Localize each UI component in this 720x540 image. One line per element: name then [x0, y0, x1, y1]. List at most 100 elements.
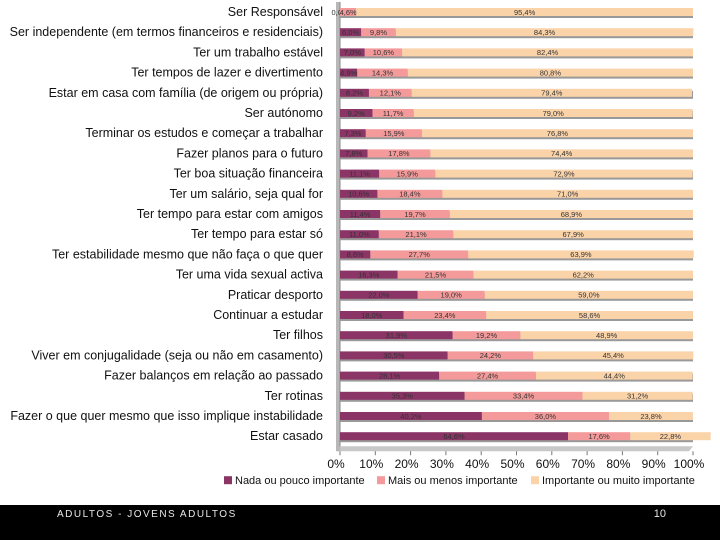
bar-segment	[484, 290, 693, 299]
bar-segment	[340, 169, 380, 178]
bar-segment	[340, 149, 368, 158]
bar-segment	[447, 351, 534, 360]
segment-value-label: 59,0%	[578, 291, 600, 300]
bar-segment	[468, 250, 694, 259]
bar-segment	[568, 432, 631, 441]
bar-segment	[421, 129, 693, 138]
segment-value-label: 40,2%	[400, 412, 422, 421]
segment-value-label: 14,3%	[372, 68, 394, 77]
bar-segment	[397, 270, 474, 279]
bar-segment	[395, 28, 694, 37]
segment-value-label: 63,9%	[570, 250, 592, 259]
segment-value-label: 9,2%	[348, 109, 365, 118]
bar-segment	[340, 391, 465, 400]
category-label: Fazer planos para o futuro	[176, 146, 323, 160]
bar-segment	[403, 311, 487, 319]
segment-value-label: 30,5%	[383, 351, 405, 360]
segment-value-label: 4,9%	[340, 68, 357, 77]
bar-segment	[411, 88, 692, 97]
x-tick-label: 90%	[642, 457, 666, 471]
x-tick-label: 100%	[674, 457, 705, 471]
category-label: Ter filhos	[273, 328, 323, 342]
bar-segment	[356, 8, 693, 16]
category-label: Praticar desporto	[228, 288, 323, 302]
segment-value-label: 82,4%	[537, 48, 559, 57]
bar-segment	[340, 351, 448, 360]
bar-segment	[340, 250, 371, 259]
segment-value-label: 27,7%	[409, 250, 431, 259]
segment-value-label: 35,3%	[392, 392, 414, 401]
segment-value-label: 95,4%	[514, 8, 536, 17]
bar-segment	[608, 412, 693, 420]
x-tick-label: 10%	[359, 457, 383, 471]
footer-bar: ADULTOS - JOVENS ADULTOS 10	[0, 505, 720, 540]
bar-segment	[367, 149, 431, 158]
segment-value-label: 84,3%	[534, 28, 556, 37]
bar-segment	[380, 210, 450, 218]
category-label: Fazer balanços em relação ao passado	[104, 369, 323, 383]
bar-segment	[464, 391, 583, 400]
segment-value-label: 23,8%	[640, 412, 662, 421]
segment-value-label: 18,0%	[361, 311, 383, 320]
segment-value-label: 11,7%	[383, 109, 404, 118]
bar-segment	[340, 331, 453, 340]
bar-segment	[535, 371, 693, 380]
bar-segment	[486, 311, 693, 319]
x-tick-label: 40%	[465, 457, 489, 471]
segment-value-label: 19,7%	[404, 210, 426, 219]
x-tick-label: 50%	[500, 457, 524, 471]
segment-value-label: 62,2%	[573, 270, 595, 279]
segment-value-label: 11,1%	[349, 169, 370, 178]
bar-segment	[582, 391, 693, 400]
chart-floor	[336, 446, 693, 452]
bar-segment	[357, 68, 408, 77]
legend-entry: Importante ou muito importante	[542, 475, 695, 487]
category-label: Ter rotinas	[265, 389, 323, 403]
chart-side-wall	[336, 2, 340, 452]
page-number: 10	[653, 508, 666, 520]
category-label: Ter tempo para estar só	[191, 227, 323, 241]
segment-value-label: 79,0%	[543, 109, 565, 118]
bar-segment	[340, 189, 378, 198]
category-label: Estar em casa com família (de origem ou …	[49, 86, 323, 100]
category-label: Terminar os estudos e começar a trabalha…	[85, 126, 323, 140]
segment-value-label: 4,6%	[340, 8, 357, 17]
segment-value-label: 11,0%	[349, 230, 370, 239]
segment-value-label: 22,0%	[368, 291, 390, 300]
segment-value-label: 36,0%	[535, 412, 557, 421]
bar-segment	[340, 412, 482, 420]
legend-swatch	[531, 476, 539, 485]
segment-value-label: 18,4%	[399, 190, 421, 199]
bar-segment	[340, 109, 373, 117]
bar-segment	[442, 189, 693, 198]
segment-value-label: 10,6%	[373, 48, 395, 57]
bar-segment	[365, 129, 422, 138]
segment-value-label: 22,8%	[660, 432, 682, 441]
segment-value-label: 17,6%	[588, 432, 610, 441]
x-tick-label: 70%	[571, 457, 595, 471]
segment-value-label: 72,9%	[553, 169, 575, 178]
category-label: Ser Responsável	[228, 5, 323, 19]
x-tick-label: 60%	[536, 457, 560, 471]
segment-value-label: 80,8%	[540, 68, 562, 77]
segment-value-label: 7,8%	[345, 149, 362, 158]
chart-area: Ser Responsável0,0%4,6%95,4%Ser independ…	[10, 2, 711, 487]
bar-segment	[473, 270, 693, 279]
legend-swatch	[224, 476, 232, 485]
bar-segment	[340, 290, 418, 299]
segment-value-label: 33,4%	[513, 392, 535, 401]
bar-segment	[340, 371, 440, 380]
segment-value-label: 79,4%	[541, 89, 563, 98]
segment-value-label: 6,0%	[342, 28, 359, 37]
bar-segment	[340, 270, 398, 279]
segment-value-label: 45,4%	[603, 351, 625, 360]
segment-value-label: 16,3%	[358, 270, 380, 279]
legend-entry: Mais ou menos importante	[388, 475, 518, 487]
segment-value-label: 23,4%	[434, 311, 456, 320]
bar-segment	[340, 230, 379, 239]
segment-value-label: 76,8%	[547, 129, 569, 138]
category-label: Ser independente (em termos financeiros …	[10, 25, 323, 39]
bar-segment	[378, 230, 454, 239]
bar-segment	[340, 88, 369, 97]
category-label: Ser autónomo	[244, 106, 323, 120]
